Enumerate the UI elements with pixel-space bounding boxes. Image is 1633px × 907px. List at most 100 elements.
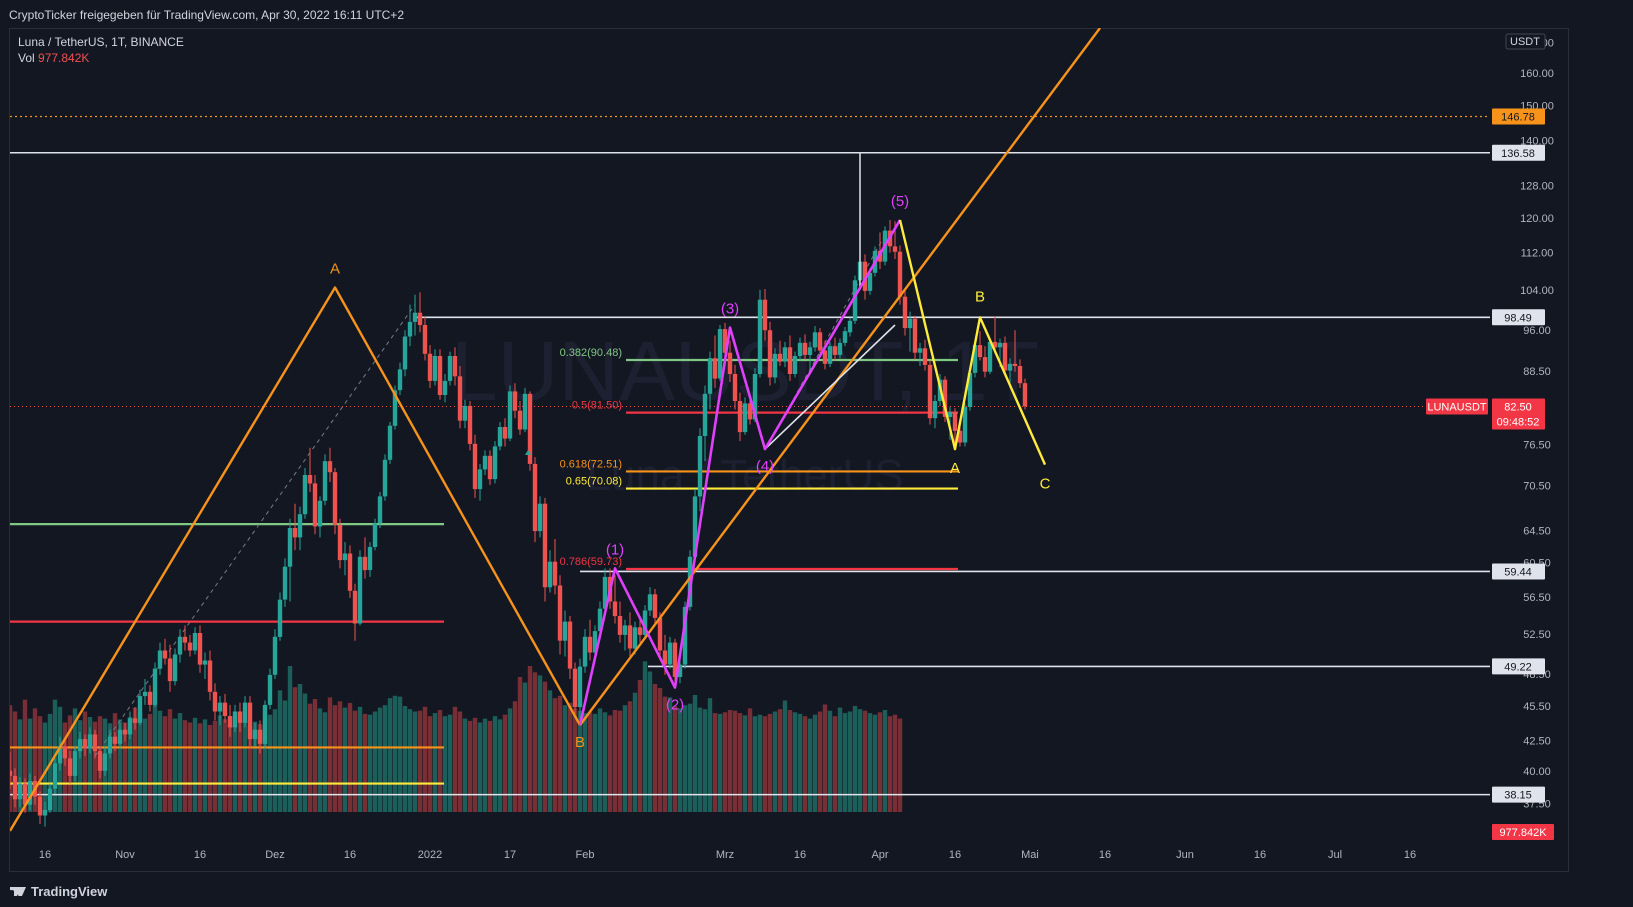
candle-body (377, 496, 383, 524)
header-title: CryptoTicker freigegeben für TradingView… (9, 8, 404, 22)
candle-body (1007, 363, 1013, 371)
candle-body (542, 503, 548, 588)
y-tick-label: 76.50 (1523, 439, 1551, 451)
candle-body (132, 718, 138, 723)
volume-bar (397, 696, 403, 812)
candle-body (502, 427, 508, 439)
volume-bar (62, 722, 68, 812)
candle-body (47, 788, 53, 810)
candle-body (367, 547, 373, 571)
volume-bar (842, 713, 848, 812)
candle-body (137, 696, 143, 723)
candle-body (672, 642, 678, 677)
candle-body (462, 405, 468, 421)
watermark-name: Luna / TetherUS (586, 451, 903, 500)
volume-bar (422, 706, 428, 812)
volume-bar (497, 719, 503, 812)
candle-body (447, 356, 453, 381)
candle-body (802, 342, 808, 355)
candle-body (337, 524, 343, 561)
y-tick-label: 40.00 (1523, 766, 1551, 778)
volume-bar (557, 695, 563, 812)
volume-bar (897, 718, 903, 812)
candle-body (397, 369, 403, 391)
price-badge-label: 82.50 (1504, 401, 1532, 413)
candle-body (277, 599, 283, 637)
y-tick-label: 70.50 (1523, 481, 1551, 493)
volume-bar (492, 716, 498, 812)
candle-body (77, 739, 83, 752)
price-badge-label: 59.44 (1504, 566, 1532, 578)
candle-body (492, 446, 498, 480)
candle-body (547, 561, 553, 588)
volume-bar (217, 715, 223, 812)
candle-body (847, 320, 853, 333)
candle-body (382, 459, 388, 497)
candle-body (467, 405, 473, 444)
price-badge (1492, 309, 1545, 326)
candle-body (957, 430, 963, 443)
candle-body (1022, 383, 1028, 407)
volume-bar (617, 710, 623, 812)
volume-bar (862, 710, 868, 812)
header-bar: CryptoTicker freigegeben für TradingView… (0, 0, 1633, 28)
volume-bar (407, 709, 413, 812)
candle-body (692, 496, 698, 557)
fib-levels: 0.382(90.48) 0.5(81.50) 0.618(72.51) 0.65(7… (560, 347, 958, 571)
volume-bar (377, 707, 383, 812)
volume-bar (517, 677, 523, 812)
candle-body (252, 729, 258, 740)
volume-bar (672, 706, 678, 812)
candle-body (42, 810, 48, 816)
volume-bar (702, 709, 708, 812)
volume-bar (112, 713, 118, 812)
y-tick-label: 160.00 (1520, 68, 1554, 80)
volume-bar (827, 710, 833, 812)
volume-bar (737, 713, 743, 812)
candle-body (57, 746, 63, 764)
volume-bar (387, 698, 393, 812)
x-tick-label: Jul (1328, 849, 1342, 861)
volume-bar (312, 699, 318, 812)
candle-body (242, 702, 248, 723)
volume-bar (787, 710, 793, 812)
volume-bar (682, 705, 688, 812)
y-tick-label: 45.50 (1523, 701, 1551, 713)
volume-bar (32, 708, 38, 812)
volume-bar (372, 711, 378, 812)
candle-body (457, 376, 463, 421)
tradingview-logo-icon (10, 887, 26, 896)
candle-body (612, 601, 618, 617)
candle-body (577, 666, 583, 708)
x-tick-label: Dez (265, 849, 285, 861)
volume-bar (727, 710, 733, 812)
candle-body (67, 758, 73, 776)
y-tick-label: 140.00 (1520, 135, 1554, 147)
abc-correction-path (898, 219, 1047, 466)
volume-bar (717, 713, 723, 812)
candle-body (152, 668, 158, 705)
plot-area: 0.382(90.48) 0.5(81.50) 0.618(72.51) 0.65(7… (10, 28, 1490, 832)
candle-body (762, 299, 768, 331)
volume-bar (132, 707, 138, 812)
price-badge (1492, 108, 1545, 125)
candle-body (372, 523, 378, 547)
volume-bar (772, 711, 778, 812)
candle-body (342, 553, 348, 561)
candle-body (567, 621, 573, 669)
volume-badge (1492, 824, 1554, 840)
candle-body (112, 736, 118, 744)
volume-bar (317, 708, 323, 812)
tradingview-logo[interactable]: TradingView (10, 884, 107, 899)
candle-body (777, 353, 783, 362)
volume-bars (10, 661, 903, 812)
volume-bar (797, 713, 803, 812)
volume-bar (817, 711, 823, 812)
volume-bar (162, 716, 168, 812)
volume-bar (632, 692, 638, 812)
volume-bar (807, 718, 813, 812)
candle-body (797, 342, 803, 356)
candle-body (827, 346, 833, 364)
candle-body (497, 427, 503, 447)
